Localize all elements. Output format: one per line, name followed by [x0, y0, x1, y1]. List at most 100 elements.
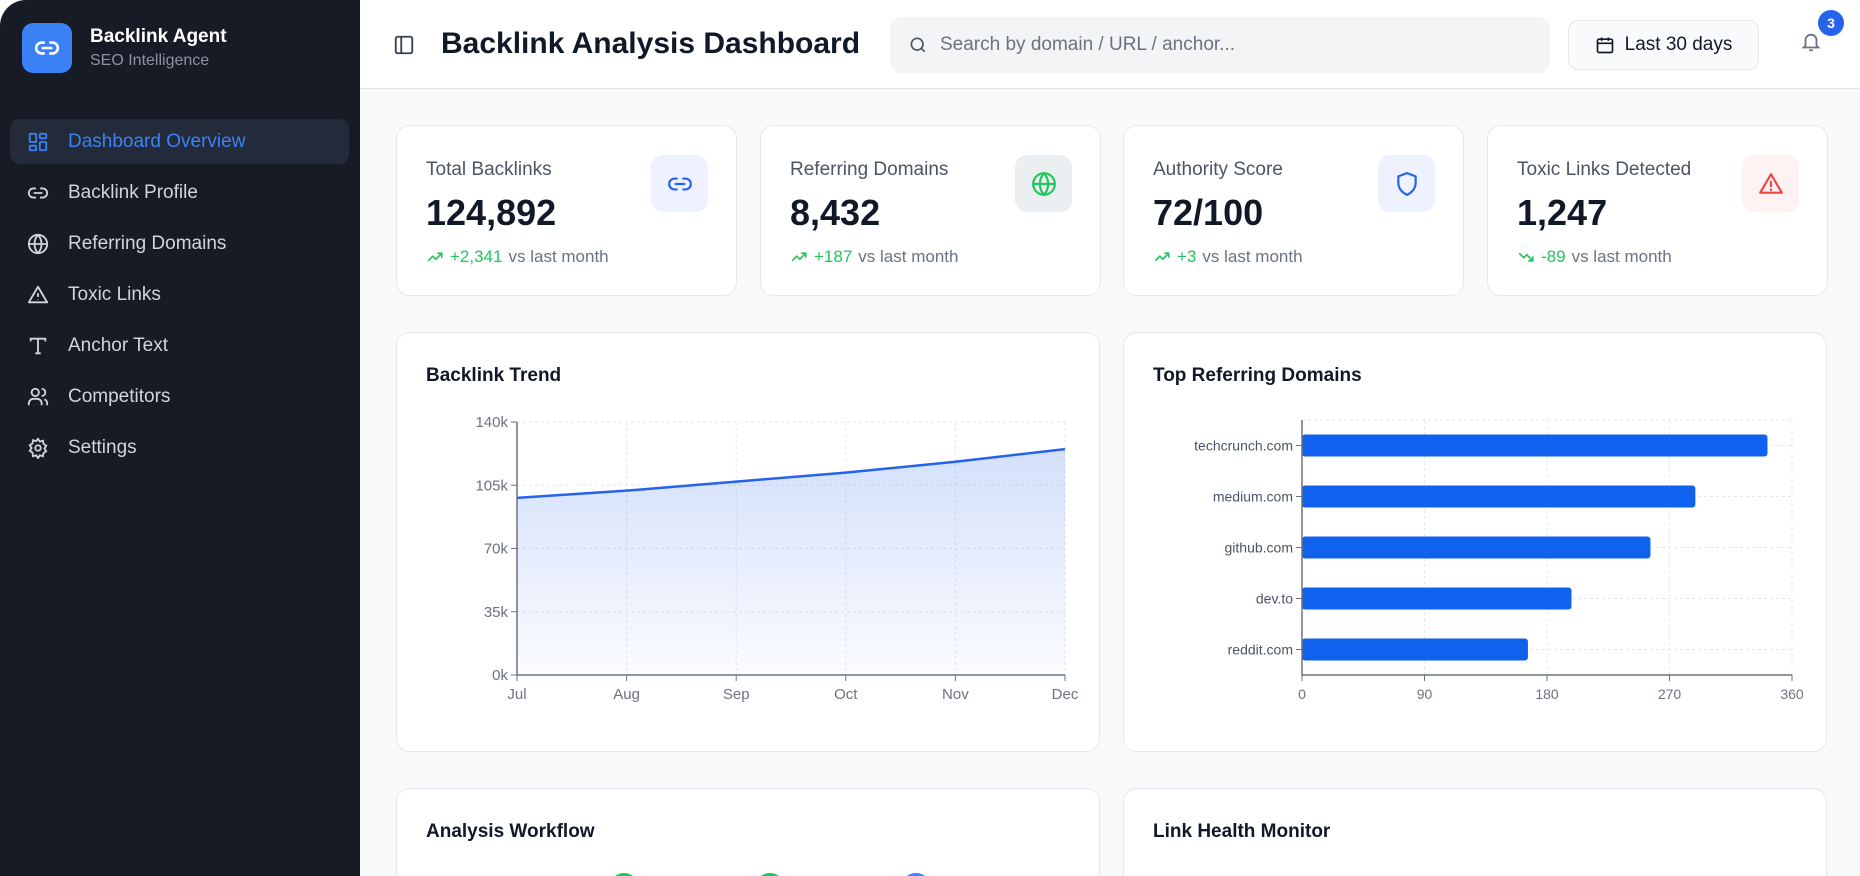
text-icon [29, 337, 47, 354]
x-tick-label: 360 [1780, 686, 1804, 702]
stat-card: Toxic Links Detected 1,247 -89 vs last mo… [1487, 125, 1828, 296]
sidebar-item-dashboard-overview[interactable]: Dashboard Overview [10, 119, 349, 164]
stat-icon-box [1742, 155, 1799, 212]
sidebar-item-label: Backlink Profile [68, 181, 198, 203]
bell-icon[interactable] [1800, 30, 1822, 54]
globe-icon [27, 233, 49, 254]
y-tick-label: 70k [484, 541, 509, 558]
trend-line [516, 447, 1066, 500]
sidebar-item-settings[interactable]: Settings [10, 425, 349, 470]
delta-suffix: vs last month [1202, 247, 1303, 266]
trend-area [517, 449, 1065, 675]
trend-up-icon [1154, 252, 1170, 262]
delta-value: +2,341 [450, 247, 503, 266]
y-tick-label: dev.to [1256, 591, 1293, 607]
date-range-button[interactable]: Last 30 days [1568, 20, 1759, 70]
trend-up-icon [791, 252, 807, 262]
delta-suffix: vs last month [1571, 247, 1672, 266]
bar [1302, 485, 1696, 508]
y-tick-label: 0k [492, 667, 508, 684]
y-tick-label: reddit.com [1228, 642, 1293, 658]
x-tick-label: 180 [1535, 686, 1559, 702]
trend-up-icon [427, 252, 443, 262]
stat-label: Toxic Links Detected [1517, 159, 1692, 180]
gear-icon [28, 436, 48, 459]
y-tick-label: 35k [484, 604, 509, 621]
search-input[interactable]: Search by domain / URL / anchor... [890, 17, 1550, 73]
stat-value: 124,892 [426, 192, 557, 233]
logo [22, 23, 72, 73]
stat-delta: +2,341 vs last month [426, 247, 609, 267]
sidebar-item-toxic-links[interactable]: Toxic Links [10, 272, 349, 317]
sidebar-nav: Dashboard Overview Backlink Profile Refe… [10, 119, 349, 476]
stat-value: 72/100 [1153, 192, 1264, 233]
sidebar-item-label: Referring Domains [68, 232, 227, 254]
stat-icon-box [1378, 155, 1435, 212]
x-tick-label: Sep [723, 686, 750, 703]
bar [1302, 638, 1528, 661]
stat-icon-box [1015, 155, 1072, 212]
x-tick-label: Oct [834, 686, 858, 703]
stat-delta: +3 vs last month [1153, 247, 1303, 267]
dashboard-icon [28, 132, 48, 151]
brand-subtitle: SEO Intelligence [90, 52, 210, 69]
search-icon [910, 37, 926, 53]
card-title: Analysis Workflow [426, 821, 595, 842]
analysis-workflow-card: Analysis Workflow [396, 788, 1100, 876]
y-tick-label: medium.com [1213, 489, 1293, 505]
backlink-trend-chart: 0k 35k 70k 105k 140k Jul Aug Sep Oct Nov Dec [475, 414, 1078, 703]
delta-suffix: vs last month [508, 247, 609, 266]
top-domains-card: Top Referring Domains 0 90 180 270 360 techcr… [1123, 332, 1827, 752]
sidebar-item-label: Settings [68, 436, 137, 458]
top-header: Backlink Analysis Dashboard Search by do… [360, 0, 1860, 89]
delta-value: +187 [814, 247, 853, 266]
stat-card: Authority Score 72/100 +3 vs last month [1123, 125, 1464, 296]
card-title: Top Referring Domains [1153, 365, 1362, 386]
link-icon [667, 177, 692, 190]
x-tick-label: 0 [1298, 686, 1306, 702]
stat-value: 8,432 [790, 192, 881, 233]
link-health-card: Link Health Monitor [1123, 788, 1827, 876]
stat-value: 1,247 [1517, 192, 1608, 233]
delta-value: -89 [1541, 247, 1566, 266]
y-tick-label: 105k [475, 477, 508, 494]
brand-name: Backlink Agent [90, 26, 227, 47]
backlink-trend-card: Backlink Trend 0k 35k 70k 105k 140k Jul Aug Sep… [396, 332, 1100, 752]
sidebar-item-competitors[interactable]: Competitors [10, 374, 349, 419]
stat-label: Authority Score [1153, 159, 1283, 180]
workflow-step [609, 873, 639, 876]
sidebar: Backlink Agent SEO Intelligence Dashboar… [0, 0, 360, 876]
calendar-icon [1596, 37, 1613, 54]
x-tick-label: Nov [942, 686, 969, 703]
stat-card: Total Backlinks 124,892 +2,341 vs last mo… [396, 125, 737, 296]
warning-icon [27, 285, 49, 303]
date-range-label: Last 30 days [1624, 34, 1733, 55]
stat-icon-box [651, 155, 708, 212]
bar [1302, 536, 1651, 559]
sidebar-toggle-icon[interactable] [393, 34, 415, 56]
stat-delta: +187 vs last month [790, 247, 958, 267]
x-tick-label: Jul [507, 686, 526, 703]
sidebar-item-label: Competitors [68, 385, 171, 407]
sidebar-item-label: Dashboard Overview [68, 130, 246, 152]
sidebar-item-referring-domains[interactable]: Referring Domains [10, 221, 349, 266]
card-title: Backlink Trend [426, 365, 562, 386]
card-title: Link Health Monitor [1153, 821, 1331, 842]
users-icon [27, 387, 49, 405]
notification-badge: 3 [1818, 10, 1844, 36]
stat-label: Total Backlinks [426, 159, 552, 180]
stat-card: Referring Domains 8,432 +187 vs last mont… [760, 125, 1101, 296]
link-icon [34, 41, 60, 55]
search-placeholder: Search by domain / URL / anchor... [940, 34, 1236, 55]
sidebar-item-anchor-text[interactable]: Anchor Text [10, 323, 349, 368]
sidebar-item-label: Anchor Text [68, 334, 168, 356]
globe-icon [1031, 171, 1056, 196]
workflow-step [755, 873, 785, 876]
bar [1302, 587, 1572, 610]
alert-icon [1758, 172, 1783, 194]
y-tick-label: github.com [1225, 540, 1293, 556]
sidebar-item-backlink-profile[interactable]: Backlink Profile [10, 170, 349, 215]
bar [1302, 434, 1768, 457]
y-tick-label: 140k [475, 414, 508, 431]
x-tick-label: 90 [1417, 686, 1433, 702]
